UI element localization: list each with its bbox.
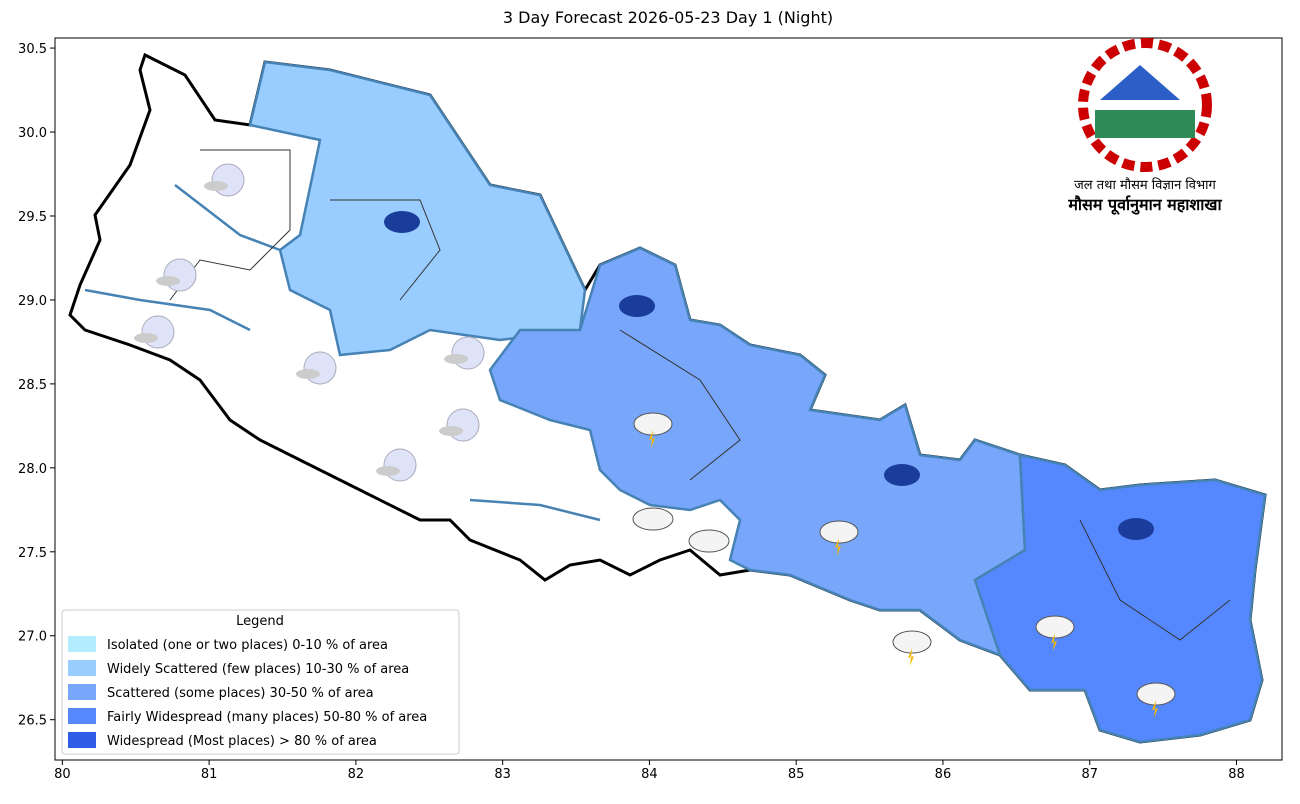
legend-label: Fairly Widespread (many places) 50-80 % … (107, 710, 427, 725)
cloud-icon (204, 181, 228, 191)
moon-icon (451, 336, 485, 370)
cloud-icon (688, 529, 730, 553)
province-border (84, 288, 251, 332)
district-border (619, 329, 741, 481)
cloud-icon (134, 333, 158, 343)
cloud-icon (632, 507, 674, 531)
legend-title: Legend (236, 614, 284, 629)
moon-icon (163, 258, 197, 292)
district-border (330, 199, 441, 301)
lightning-icon (1152, 700, 1158, 718)
legend-box (61, 609, 460, 755)
y-tick-label: 26.5 (18, 714, 47, 729)
x-tick-label: 80 (54, 767, 71, 782)
legend: Legend Isolated (one or two places) 0-10… (61, 609, 460, 755)
snow-cloud-icon (384, 211, 420, 233)
legend-label: Isolated (one or two places) 0-10 % of a… (107, 638, 388, 653)
weather-icons (134, 163, 1176, 718)
legend-label: Widely Scattered (few places) 10-30 % of… (107, 662, 409, 677)
moon-icon (303, 351, 337, 385)
province-border (174, 184, 281, 252)
x-tick-label: 88 (1228, 767, 1245, 782)
map (68, 52, 1267, 744)
plot-frame (54, 37, 1283, 761)
cloud-icon (444, 354, 468, 364)
x-tick-label: 81 (201, 767, 218, 782)
logo-division: मौसम पूर्वानुमान महाशाखा (1067, 195, 1222, 215)
province-border (469, 498, 601, 522)
y-tick-label: 29.5 (18, 210, 47, 225)
legend-label: Scattered (some places) 30-50 % of area (107, 686, 374, 701)
cloud-icon (296, 369, 320, 379)
cloud-icon (156, 276, 180, 286)
legend-swatch (68, 732, 96, 748)
lightning-icon (908, 648, 914, 666)
lightning-icon (835, 538, 841, 556)
y-tick-label: 27.0 (18, 630, 47, 645)
x-tick-label: 84 (641, 767, 658, 782)
storm-cloud-icon (892, 630, 932, 654)
zone-widely-scattered (248, 60, 587, 357)
legend-swatch (68, 636, 96, 652)
legend-swatch (68, 684, 96, 700)
y-tick-label: 28.0 (18, 462, 47, 477)
logo: जल तथा मौसम विज्ञान विभाग मौसम पूर्वानुम… (1067, 38, 1223, 215)
snow-cloud-icon (619, 295, 655, 317)
x-tick-label: 83 (494, 767, 511, 782)
moon-icon (211, 163, 245, 197)
y-tick-label: 27.5 (18, 546, 47, 561)
snow-cloud-icon (884, 464, 920, 486)
lightning-icon (1051, 633, 1057, 651)
district-border (1079, 519, 1231, 641)
legend-label: Widespread (Most places) > 80 % of area (107, 734, 377, 749)
lightning-icon (649, 430, 655, 448)
y-tick-label: 30.0 (18, 126, 47, 141)
cloud-icon (439, 426, 463, 436)
chart-title: 3 Day Forecast 2026-05-23 Day 1 (Night) (503, 8, 833, 27)
x-tick-label: 82 (348, 767, 365, 782)
logo-wreath (1078, 38, 1212, 172)
logo-hills (1095, 110, 1195, 138)
storm-cloud-icon (1136, 682, 1176, 706)
y-tick-label: 28.5 (18, 378, 47, 393)
y-tick-label: 30.5 (18, 42, 47, 57)
logo-department: जल तथा मौसम विज्ञान विभाग (1074, 177, 1216, 193)
moon-icon (141, 315, 175, 349)
x-tick-label: 86 (935, 767, 952, 782)
zone-fairly-widespread (973, 453, 1267, 744)
snow-cloud-icon (1118, 518, 1154, 540)
district-border (169, 149, 291, 301)
x-tick-label: 87 (1081, 767, 1098, 782)
cloud-icon (376, 466, 400, 476)
x-tick-label: 85 (788, 767, 805, 782)
storm-cloud-icon (819, 520, 859, 544)
moon-icon (383, 448, 417, 482)
storm-cloud-icon (1035, 615, 1075, 639)
y-tick-label: 29.0 (18, 294, 47, 309)
legend-swatch (68, 660, 96, 676)
logo-mountain (1100, 65, 1180, 100)
legend-swatch (68, 708, 96, 724)
moon-icon (446, 408, 480, 442)
storm-cloud-icon (633, 412, 673, 436)
